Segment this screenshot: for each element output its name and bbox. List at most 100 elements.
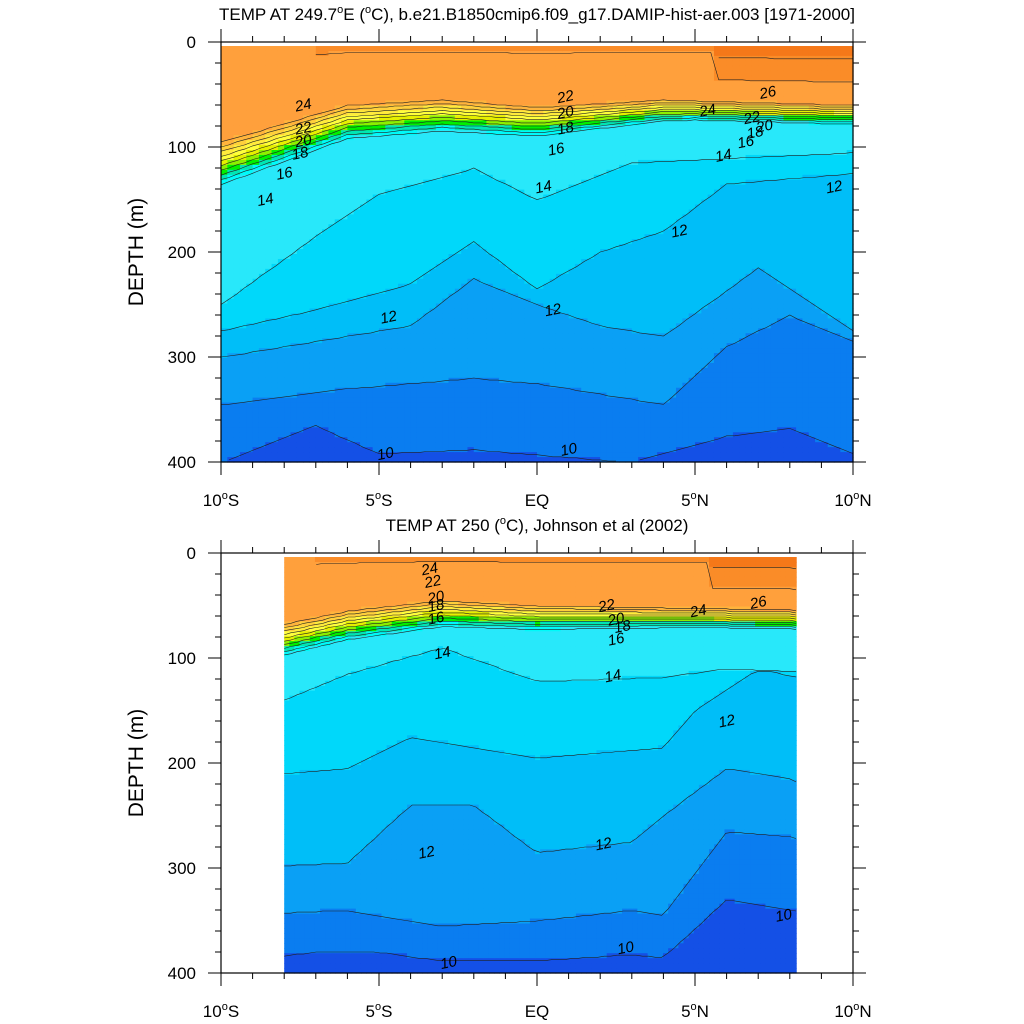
field-cell bbox=[505, 338, 513, 344]
field-cell bbox=[480, 353, 488, 359]
field-cell bbox=[448, 358, 456, 364]
field-cell bbox=[568, 130, 576, 136]
field-cell bbox=[492, 189, 500, 196]
field-cell bbox=[530, 258, 538, 265]
field-cell bbox=[404, 308, 412, 315]
field-cell bbox=[391, 263, 399, 270]
field-cell bbox=[296, 75, 304, 82]
field-cell bbox=[391, 308, 399, 315]
field-cell bbox=[448, 224, 456, 230]
field-cell bbox=[518, 263, 525, 270]
field-cell bbox=[284, 412, 292, 419]
field-cell bbox=[555, 209, 563, 215]
field-cell bbox=[518, 328, 525, 334]
field-cell bbox=[290, 437, 298, 443]
field-cell bbox=[423, 362, 431, 369]
field-cell bbox=[429, 209, 437, 215]
field-cell bbox=[467, 70, 475, 77]
field-cell bbox=[549, 432, 557, 438]
field-cell bbox=[265, 65, 273, 72]
field-cell bbox=[492, 75, 500, 82]
field-cell bbox=[454, 387, 462, 394]
field-cell bbox=[581, 254, 589, 260]
field-cell bbox=[277, 303, 285, 310]
field-cell bbox=[568, 278, 576, 285]
field-cell bbox=[347, 298, 355, 305]
field-cell bbox=[467, 298, 475, 305]
field-cell bbox=[372, 303, 380, 310]
field-cell bbox=[334, 387, 342, 394]
field-cell bbox=[353, 382, 361, 389]
field-cell bbox=[518, 130, 525, 136]
field-cell bbox=[347, 174, 355, 181]
field-cell bbox=[227, 194, 235, 201]
field-cell bbox=[530, 442, 538, 448]
field-cell bbox=[461, 358, 469, 364]
field-cell bbox=[303, 179, 311, 186]
field-cell bbox=[537, 80, 544, 87]
field-cell bbox=[221, 442, 228, 448]
field-cell bbox=[524, 293, 532, 300]
field-cell bbox=[227, 189, 235, 196]
field-cell bbox=[303, 412, 311, 419]
field-cell bbox=[505, 244, 513, 250]
field-cell bbox=[448, 273, 456, 280]
field-cell bbox=[366, 130, 374, 136]
field-cell bbox=[252, 288, 260, 295]
field-cell bbox=[227, 298, 235, 305]
field-cell bbox=[461, 234, 469, 240]
field-cell bbox=[246, 244, 254, 250]
field-cell bbox=[473, 263, 481, 270]
field-cell bbox=[549, 288, 557, 295]
field-cell bbox=[258, 278, 266, 285]
field-cell bbox=[524, 348, 532, 354]
field-cell bbox=[505, 377, 513, 384]
field-cell bbox=[448, 318, 456, 324]
field-cell bbox=[537, 422, 544, 428]
field-cell bbox=[221, 258, 228, 265]
field-cell bbox=[593, 184, 601, 191]
field-cell bbox=[309, 70, 317, 77]
field-cell bbox=[391, 417, 399, 423]
field-cell bbox=[524, 254, 532, 260]
field-cell bbox=[429, 110, 437, 116]
field-cell bbox=[315, 298, 323, 305]
field-cell bbox=[461, 184, 469, 191]
field-cell bbox=[518, 397, 525, 404]
field-cell bbox=[221, 214, 228, 220]
field-cell bbox=[511, 457, 519, 463]
field-cell bbox=[518, 283, 525, 290]
field-cell bbox=[555, 258, 563, 265]
field-cell bbox=[334, 214, 342, 220]
field-cell bbox=[290, 125, 298, 131]
field-cell bbox=[473, 427, 481, 433]
field-cell bbox=[239, 447, 247, 453]
field-cell bbox=[309, 422, 317, 428]
field-cell bbox=[233, 254, 241, 260]
field-cell bbox=[492, 219, 500, 225]
field-cell bbox=[429, 447, 437, 453]
field-cell bbox=[480, 397, 488, 404]
field-cell bbox=[309, 254, 317, 260]
field-cell bbox=[530, 358, 538, 364]
field-cell bbox=[416, 60, 424, 67]
field-cell bbox=[385, 377, 393, 384]
field-cell bbox=[518, 382, 525, 389]
field-cell bbox=[568, 159, 576, 166]
field-cell bbox=[246, 179, 254, 186]
field-cell bbox=[429, 60, 437, 67]
field-cell bbox=[492, 387, 500, 394]
field-cell bbox=[492, 422, 500, 428]
field-cell bbox=[353, 145, 361, 151]
field-cell bbox=[296, 125, 304, 131]
field-cell bbox=[296, 422, 304, 428]
field-cell bbox=[530, 273, 538, 280]
field-cell bbox=[549, 105, 557, 111]
field-cell bbox=[227, 65, 235, 72]
field-cell bbox=[454, 90, 462, 97]
field-cell bbox=[239, 377, 247, 384]
field-cell bbox=[537, 249, 544, 255]
field-cell bbox=[416, 244, 424, 250]
field-cell bbox=[404, 328, 412, 334]
field-cell bbox=[233, 348, 241, 354]
